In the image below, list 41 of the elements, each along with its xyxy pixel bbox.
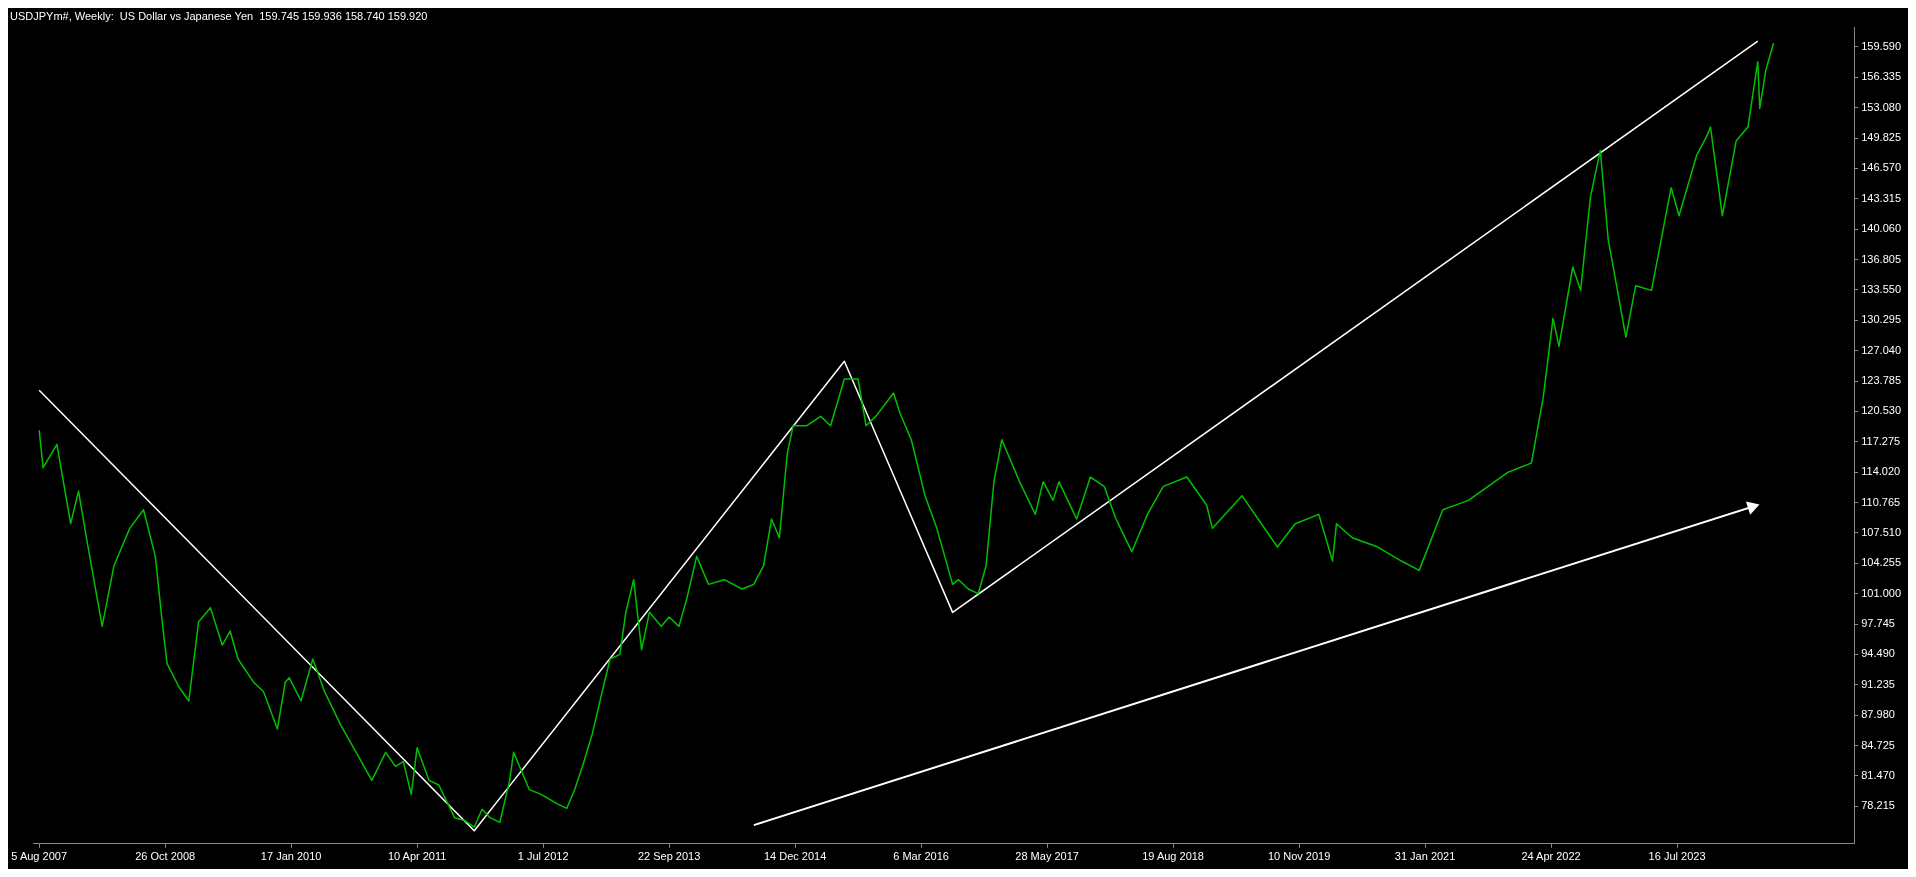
y-tick-label: 140.060: [1861, 222, 1901, 235]
y-tick-label: 114.020: [1861, 465, 1901, 478]
y-tick-label: 81.470: [1861, 768, 1895, 781]
y-tick-label: 133.550: [1861, 282, 1901, 295]
y-tick-label: 120.530: [1861, 404, 1901, 417]
y-tick-label: 130.295: [1861, 313, 1901, 326]
y-tick-label: 84.725: [1861, 738, 1895, 751]
y-tick-label: 94.490: [1861, 647, 1895, 660]
x-tick-label: 1 Jul 2012: [517, 850, 569, 863]
x-tick-label: 16 Jul 2023: [1648, 850, 1706, 863]
y-tick-label: 156.335: [1861, 70, 1901, 83]
y-tick-label: 149.825: [1861, 131, 1901, 144]
x-tick-label: 28 May 2017: [1015, 850, 1079, 863]
x-tick-label: 6 Mar 2016: [893, 850, 949, 863]
x-tick-label: 17 Jan 2010: [260, 850, 322, 863]
y-tick-label: 136.805: [1861, 252, 1901, 265]
y-tick-label: 159.590: [1861, 39, 1901, 52]
x-tick-label: 31 Jan 2021: [1394, 850, 1456, 863]
y-tick-label: 143.315: [1861, 191, 1901, 204]
y-tick-label: 87.980: [1861, 708, 1895, 721]
x-tick-label: 26 Oct 2008: [135, 850, 196, 863]
y-tick-label: 127.040: [1861, 343, 1901, 356]
y-tick-label: 117.275: [1861, 434, 1901, 447]
y-tick-label: 78.215: [1861, 799, 1895, 812]
y-tick-label: 110.765: [1861, 495, 1901, 508]
y-tick-label: 104.255: [1861, 556, 1901, 569]
y-tick-label: 97.745: [1861, 617, 1895, 630]
x-tick-label: 10 Nov 2019: [1267, 850, 1331, 863]
chart-title: USDJPYm#, Weekly: US Dollar vs Japanese Yen 159.745 159.936 158.740 159.920: [10, 9, 428, 22]
y-tick-label: 101.000: [1861, 586, 1901, 599]
x-tick-label: 10 Apr 2011: [387, 850, 447, 863]
x-tick-label: 24 Apr 2022: [1521, 850, 1581, 863]
x-tick-label: 5 Aug 2007: [11, 850, 67, 863]
y-tick-label: 153.080: [1861, 100, 1901, 113]
y-tick-label: 123.785: [1861, 374, 1901, 387]
x-tick-label: 22 Sep 2013: [637, 850, 701, 863]
x-tick-label: 14 Dec 2014: [763, 850, 827, 863]
x-tick-label: 19 Aug 2018: [1142, 850, 1204, 863]
y-tick-label: 146.570: [1861, 161, 1901, 174]
y-tick-label: 91.235: [1861, 677, 1895, 690]
y-tick-label: 107.510: [1861, 525, 1901, 538]
